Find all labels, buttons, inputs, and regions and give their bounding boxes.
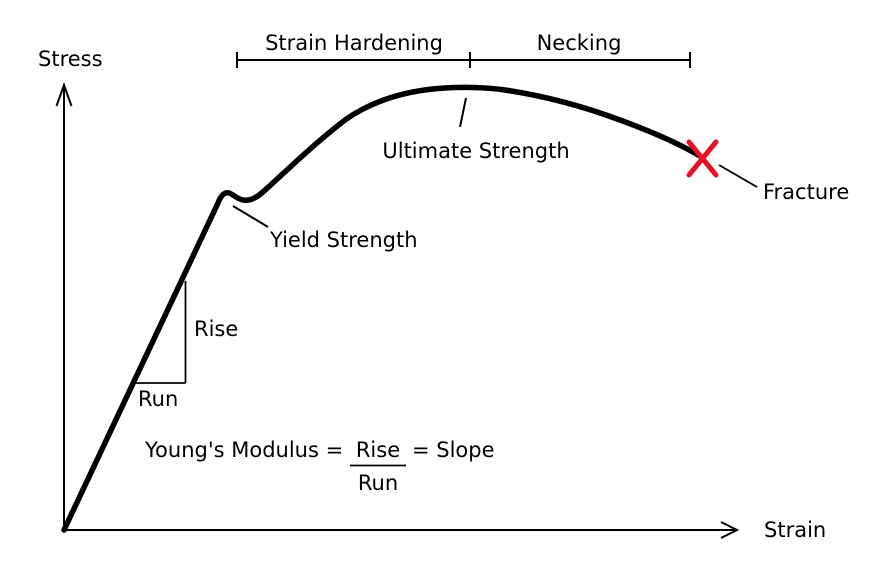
y-axis-label: Stress [38,47,103,71]
youngs-modulus-formula: Young's Modulus = Rise Run = Slope [144,438,495,495]
x-axis-label: Strain [764,518,826,542]
necking-label: Necking [537,31,622,55]
y-axis-arrowhead-icon [55,82,73,107]
yield-strength-label: Yield Strength [269,228,418,252]
formula-lhs: Young's Modulus = [144,438,343,462]
formula-denominator: Run [358,471,398,495]
fracture-pointer [718,164,758,188]
fracture-x-icon [686,139,719,178]
strain-hardening-label: Strain Hardening [265,31,443,55]
formula-numerator: Rise [356,438,400,462]
fracture-x-stroke-2 [686,139,719,178]
fracture-label: Fracture [763,180,849,204]
rise-label: Rise [194,317,238,341]
ultimate-strength-pointer [459,97,467,128]
yield-strength-pointer [232,205,269,228]
run-label: Run [138,387,178,411]
ultimate-strength-label: Ultimate Strength [382,139,569,163]
x-axis-arrowhead-icon [720,521,740,539]
formula-rhs: = Slope [412,438,495,462]
stress-strain-curve [61,84,703,533]
